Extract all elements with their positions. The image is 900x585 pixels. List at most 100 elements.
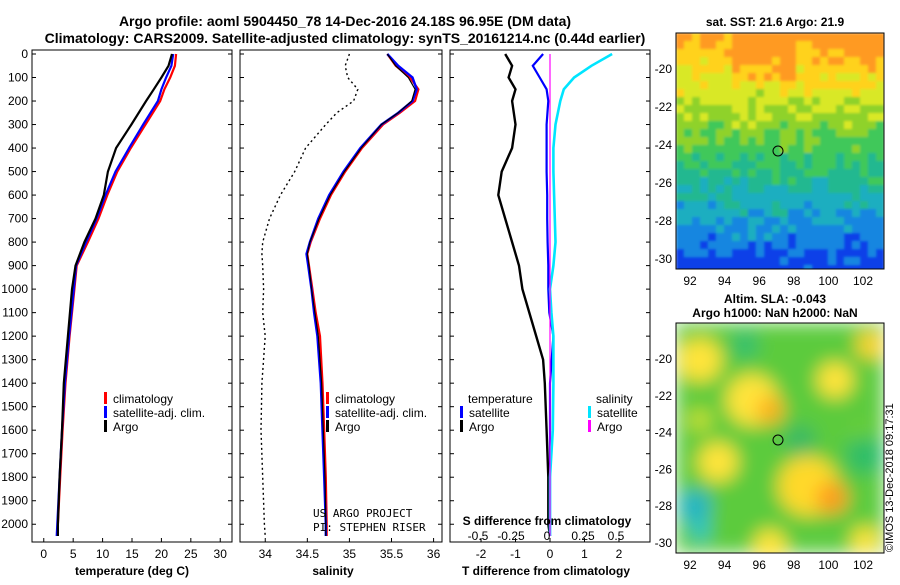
sst-cell: [868, 105, 877, 114]
sst-cell: [852, 217, 861, 226]
sst-cell: [844, 201, 853, 210]
sst-cell: [740, 185, 749, 194]
sst-cell: [764, 241, 773, 250]
sst-cell: [732, 113, 741, 122]
sst-cell: [844, 161, 853, 170]
sst-cell: [684, 81, 693, 90]
sst-cell: [772, 257, 781, 266]
s-tick-label: 0: [544, 529, 551, 543]
sst-cell: [820, 185, 829, 194]
sst-cell: [716, 113, 725, 122]
sst-cell: [868, 233, 877, 242]
sst-map-frame: [675, 32, 885, 270]
sst-cell: [780, 73, 789, 82]
sst-cell: [756, 105, 765, 114]
sst-cell: [716, 137, 725, 146]
sst-cell: [756, 193, 765, 202]
sst-cell: [724, 121, 733, 130]
sst-cell: [756, 153, 765, 162]
sst-cell: [700, 129, 709, 138]
sst-cell: [708, 161, 717, 170]
sst-cell: [764, 49, 773, 58]
sst-cell: [780, 217, 789, 226]
sst-cell: [860, 97, 869, 106]
legend-swatch-argo: [104, 420, 107, 432]
sst-cell: [804, 201, 813, 210]
sst-cell: [868, 209, 877, 218]
sst-cell: [852, 209, 861, 218]
sst-cell: [804, 129, 813, 138]
map-x-tick-label: 98: [787, 274, 801, 288]
sst-cell: [796, 41, 805, 50]
x-tick-label: 15: [125, 547, 139, 561]
s-tick-label: 0.5: [608, 529, 625, 543]
sst-cell: [700, 97, 709, 106]
sst-cell: [852, 169, 861, 178]
sst-cell: [844, 257, 853, 266]
sst-cell: [876, 233, 884, 242]
sst-cell: [852, 49, 861, 58]
sst-cell: [804, 225, 813, 234]
sst-cell: [748, 49, 757, 58]
sst-cell: [788, 201, 797, 210]
sst-cell: [868, 217, 877, 226]
sst-cell: [692, 177, 701, 186]
sst-cell: [788, 257, 797, 266]
sst-cell: [804, 41, 813, 50]
sst-cell: [772, 209, 781, 218]
sst-cell: [692, 89, 701, 98]
sst-cell: [700, 241, 709, 250]
sst-cell: [756, 257, 765, 266]
sst-cell: [684, 73, 693, 82]
sst-cell: [676, 89, 685, 98]
sst-cell: [804, 161, 813, 170]
sst-cell: [708, 193, 717, 202]
sst-cell: [724, 201, 733, 210]
sst-cell: [716, 49, 725, 58]
sst-cell: [796, 161, 805, 170]
sst-cell: [868, 137, 877, 146]
sst-cell: [836, 233, 845, 242]
sst-cell: [820, 145, 829, 154]
sst-cell: [876, 153, 884, 162]
sst-cell: [692, 121, 701, 130]
temperature-panel: [31, 49, 233, 543]
sst-cell: [724, 153, 733, 162]
sst-cell: [700, 209, 709, 218]
sst-cell: [740, 137, 749, 146]
sst-cell: [812, 257, 821, 266]
sst-cell: [732, 129, 741, 138]
sst-cell: [780, 49, 789, 58]
sst-cell: [732, 265, 741, 269]
sst-cell: [804, 121, 813, 130]
sst-cell: [724, 113, 733, 122]
depth-tick-label: 300: [8, 118, 28, 132]
x-tick-label: 36: [427, 547, 441, 561]
sst-cell: [732, 121, 741, 130]
temperature-legend: climatology satellite-adj. clim. Argo: [104, 392, 205, 434]
legend-swatch-sal-satellite: [588, 406, 591, 418]
sla-blob: [856, 331, 884, 359]
sst-cell: [724, 257, 733, 266]
sst-cell: [708, 241, 717, 250]
sst-cell: [772, 73, 781, 82]
sst-cell: [876, 113, 884, 122]
sst-cell: [820, 89, 829, 98]
sst-cell: [780, 121, 789, 130]
sst-cell: [764, 185, 773, 194]
sst-cell: [700, 65, 709, 74]
sst-cell: [876, 73, 884, 82]
sst-cell: [852, 129, 861, 138]
sst-cell: [812, 129, 821, 138]
sst-cell: [852, 265, 861, 269]
sst-cell: [828, 265, 837, 269]
sst-cell: [876, 41, 884, 50]
sst-cell: [756, 33, 765, 42]
temperature-axis-label: temperature (deg C): [75, 564, 189, 578]
sst-cell: [852, 177, 861, 186]
sst-cell: [836, 185, 845, 194]
sst-cell: [812, 209, 821, 218]
sst-cell: [828, 113, 837, 122]
sst-cell: [724, 33, 733, 42]
sst-cell: [772, 89, 781, 98]
